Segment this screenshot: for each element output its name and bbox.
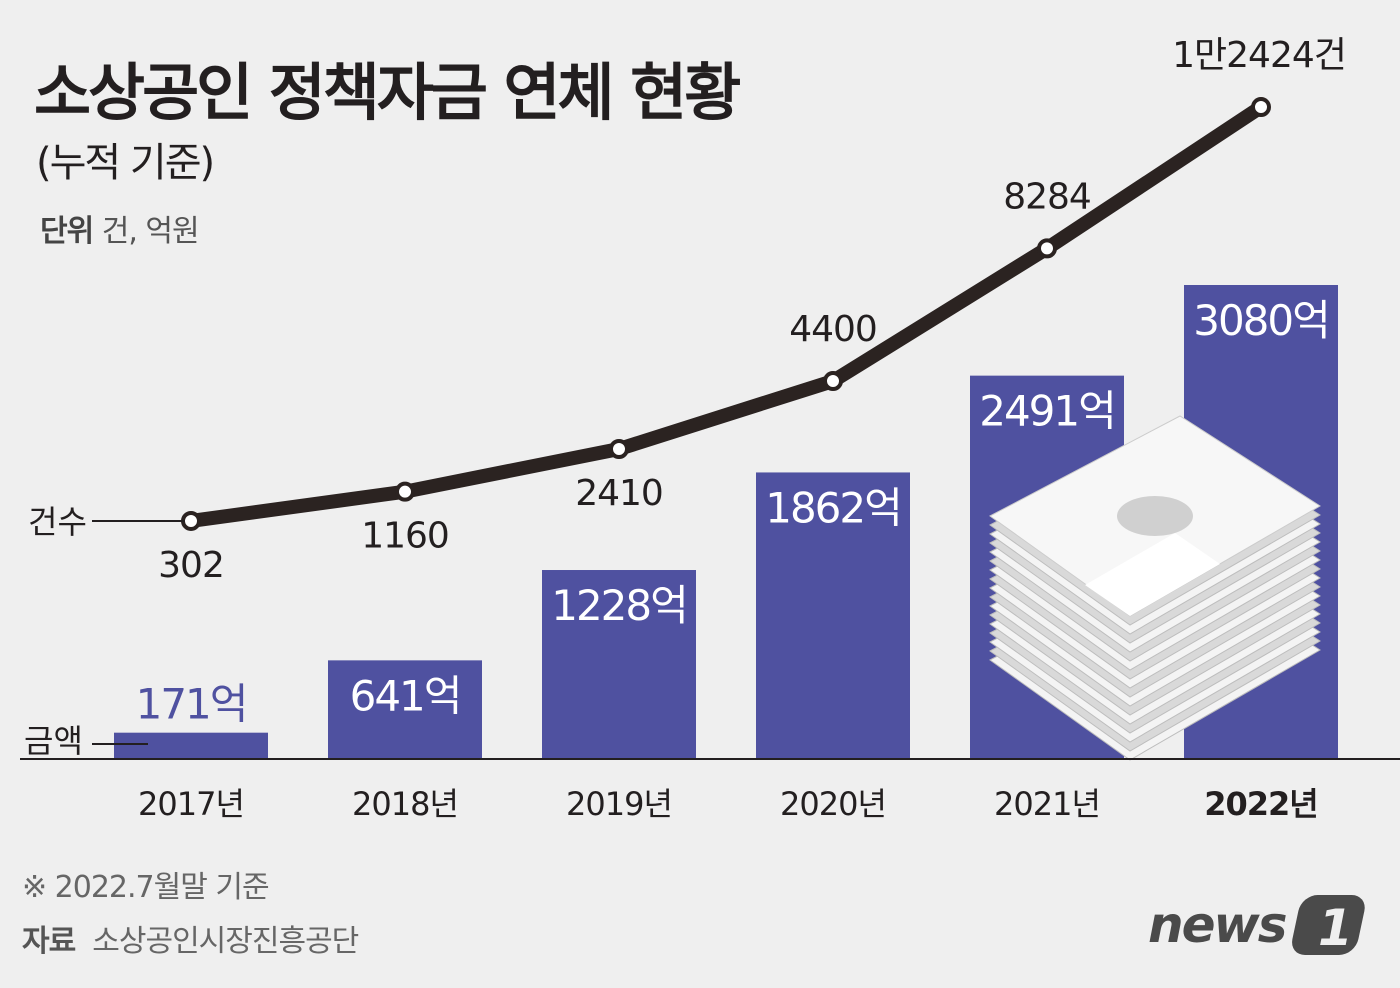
unit-value: 건, 억원 [101,214,200,249]
news1-logo [1292,895,1365,955]
line-data-label: 8284 [1003,176,1091,217]
x-tick-label: 2022년 [1204,785,1318,823]
footnote: ※ 2022.7월말 기준 [22,870,270,905]
bar-data-label: 3080억 [1193,296,1329,345]
bar-data-label: 641억 [350,671,461,720]
bar-2018년 [328,660,482,759]
bar-2020년 [756,472,910,759]
bar-data-label: 1862억 [765,483,901,532]
bar-data-label: 2491억 [979,387,1115,436]
source-label: 자료 [22,924,76,959]
bar-2019년 [542,570,696,759]
x-tick-label: 2020년 [780,785,886,823]
money-stack-icon [1117,496,1193,536]
bar-data-label: 171억 [136,680,247,729]
line-data-label: 1만2424건 [1172,35,1346,76]
line-point [609,438,629,459]
unit-label: 단위 [40,214,94,249]
line-data-label: 4400 [789,309,877,350]
money-band-icon [1085,533,1220,616]
news1-logo: news [1148,896,1286,954]
x-tick-label: 2021년 [994,785,1100,823]
source-value: 소상공인시장진흥공단 [92,924,359,959]
line-data-label: 1160 [361,516,449,557]
x-tick-label: 2018년 [352,785,458,823]
line-point [1251,97,1271,118]
line-point [181,510,201,531]
x-tick-label: 2019년 [566,785,672,823]
bar-data-label: 1228억 [551,581,687,630]
legend-amount-label: 금액 [24,722,83,760]
x-tick-label: 2017년 [138,785,244,823]
line-data-label: 2410 [575,473,663,514]
bar-2017년 [114,732,268,759]
chart-subtitle: (누적 기준) [36,140,215,186]
line-point [823,371,843,392]
chart-title: 소상공인 정책자금 연체 현황 [34,56,741,129]
unit-note: 단위 건, 억원 [40,206,200,250]
line-data-label: 302 [158,545,224,586]
line-series-count [184,100,1268,528]
source-note: 자료 소상공인시장진흥공단 [22,916,359,960]
news1-logo: 1 [1318,899,1353,957]
legend-count-label: 건수 [28,503,87,541]
line-point [395,481,415,502]
line-point [1037,238,1057,259]
